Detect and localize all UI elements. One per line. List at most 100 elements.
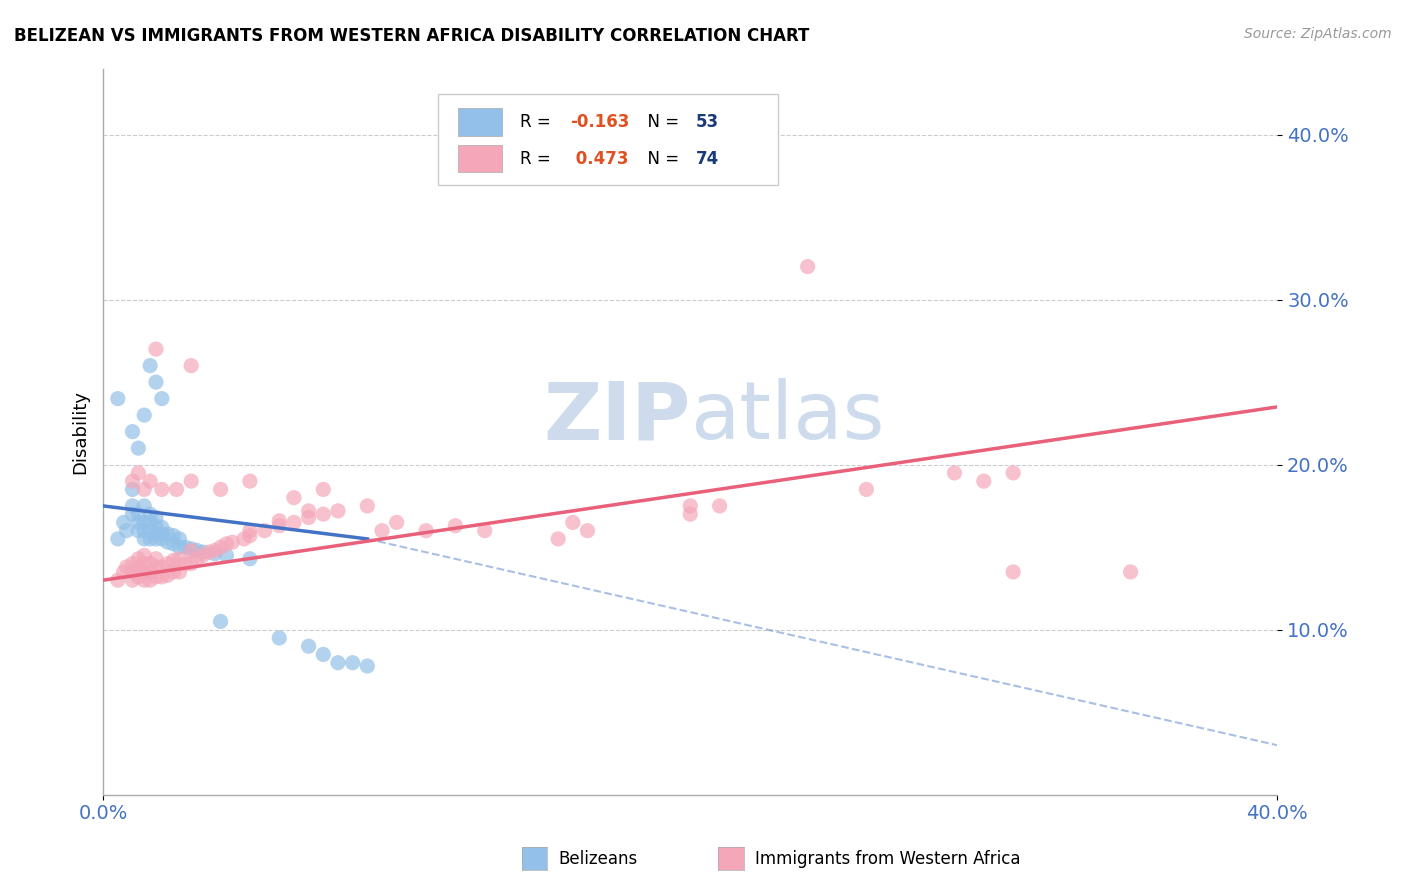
Point xyxy=(121,507,143,521)
Point xyxy=(107,392,129,406)
Point xyxy=(145,551,167,566)
Point xyxy=(298,510,321,524)
Text: ZIP: ZIP xyxy=(543,378,690,456)
Point xyxy=(186,551,208,566)
Point xyxy=(356,659,378,673)
Point xyxy=(127,551,149,566)
Point xyxy=(215,549,238,563)
Point xyxy=(134,499,156,513)
Point xyxy=(150,520,173,534)
Point xyxy=(134,565,156,579)
Text: Belizeans: Belizeans xyxy=(558,849,637,868)
Point xyxy=(121,557,143,571)
Point xyxy=(115,524,138,538)
Point xyxy=(239,551,262,566)
Point xyxy=(107,573,129,587)
Point xyxy=(139,532,162,546)
Point xyxy=(150,560,173,574)
Point xyxy=(312,507,335,521)
Point xyxy=(150,532,173,546)
Point xyxy=(121,425,143,439)
Point xyxy=(145,342,167,356)
Point xyxy=(145,570,167,584)
Point xyxy=(139,474,162,488)
Text: R =: R = xyxy=(520,150,555,168)
Point xyxy=(121,499,143,513)
Point xyxy=(139,573,162,587)
Point xyxy=(134,532,156,546)
Point xyxy=(162,565,184,579)
Point xyxy=(283,491,305,505)
Point xyxy=(180,541,202,556)
Point xyxy=(134,557,156,571)
Point xyxy=(162,553,184,567)
Point xyxy=(145,510,167,524)
Point xyxy=(709,499,731,513)
Point xyxy=(139,524,162,538)
Point xyxy=(385,516,408,530)
Point xyxy=(269,631,291,645)
Point xyxy=(215,537,238,551)
Point xyxy=(156,557,179,571)
Point xyxy=(139,557,162,571)
Point xyxy=(127,516,149,530)
Point xyxy=(233,532,256,546)
Point xyxy=(253,524,276,538)
Point xyxy=(174,540,197,554)
Point xyxy=(121,483,143,497)
Point xyxy=(150,527,173,541)
Point xyxy=(115,560,138,574)
Point xyxy=(145,560,167,574)
Point xyxy=(139,516,162,530)
Point xyxy=(679,499,702,513)
Point xyxy=(180,543,202,558)
Point xyxy=(943,466,966,480)
Point xyxy=(121,474,143,488)
Point xyxy=(283,516,305,530)
Point xyxy=(166,483,188,497)
Point xyxy=(269,514,291,528)
Point xyxy=(209,483,232,497)
Point xyxy=(191,545,214,559)
Point xyxy=(796,260,818,274)
Point xyxy=(855,483,877,497)
Point xyxy=(156,527,179,541)
Point xyxy=(239,474,262,488)
Point xyxy=(134,549,156,563)
Point xyxy=(204,543,226,558)
Point xyxy=(150,483,173,497)
Point xyxy=(127,570,149,584)
Point xyxy=(145,518,167,533)
Point xyxy=(180,557,202,571)
Point xyxy=(973,474,995,488)
Point xyxy=(342,656,364,670)
Point xyxy=(169,551,191,566)
Point xyxy=(156,568,179,582)
Point xyxy=(444,518,467,533)
Point xyxy=(209,540,232,554)
Point xyxy=(186,543,208,558)
Point xyxy=(127,524,149,538)
Point xyxy=(1119,565,1142,579)
Point xyxy=(180,474,202,488)
Point xyxy=(139,507,162,521)
Text: Immigrants from Western Africa: Immigrants from Western Africa xyxy=(755,849,1021,868)
Point xyxy=(415,524,437,538)
Point xyxy=(107,532,129,546)
Point xyxy=(1002,565,1025,579)
Point xyxy=(127,441,149,455)
Text: Source: ZipAtlas.com: Source: ZipAtlas.com xyxy=(1244,27,1392,41)
Point xyxy=(139,359,162,373)
Point xyxy=(127,560,149,574)
Point xyxy=(204,547,226,561)
Point xyxy=(269,518,291,533)
Point xyxy=(139,565,162,579)
Point xyxy=(547,532,569,546)
Point xyxy=(134,524,156,538)
Point xyxy=(156,535,179,549)
Point xyxy=(312,483,335,497)
Y-axis label: Disability: Disability xyxy=(72,390,89,474)
Point xyxy=(1002,466,1025,480)
Point xyxy=(326,504,349,518)
Point xyxy=(576,524,599,538)
